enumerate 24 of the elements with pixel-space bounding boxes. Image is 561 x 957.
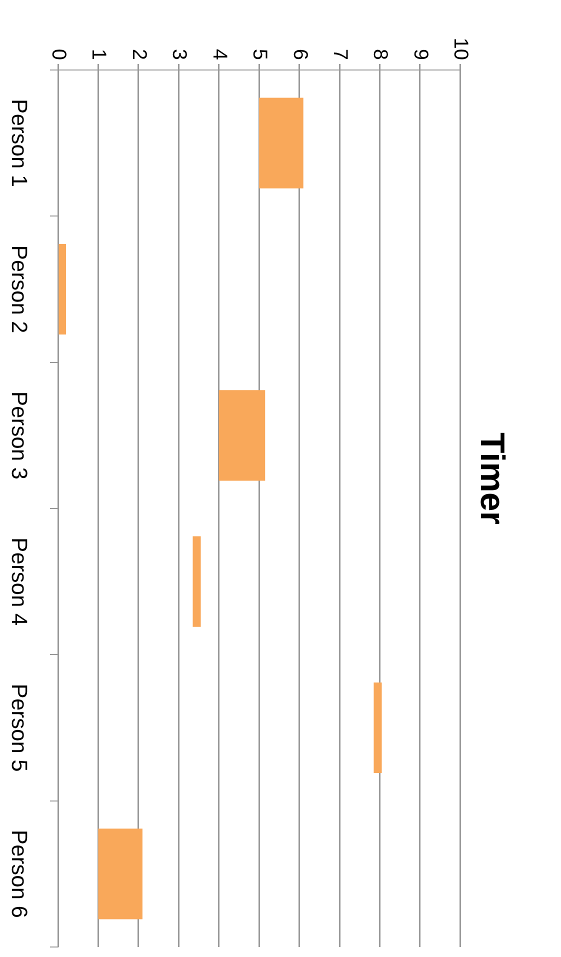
y-tick-label: Person 2 — [6, 245, 32, 334]
x-tick-label: 6 — [288, 48, 311, 60]
x-tick-label: 4 — [208, 48, 230, 60]
bar — [192, 536, 201, 627]
bar — [98, 828, 142, 920]
x-tick-label: 9 — [409, 48, 432, 60]
x-tick-label: 8 — [369, 48, 392, 60]
x-tick-label: 5 — [248, 48, 271, 60]
x-tick-label: 10 — [450, 38, 472, 60]
x-tick-label: 1 — [88, 48, 110, 60]
x-tick-label: 3 — [168, 48, 190, 60]
text: Timer — [473, 432, 512, 524]
y-tick-label: Person 4 — [6, 538, 32, 626]
bar — [374, 682, 382, 774]
bar — [259, 98, 304, 188]
y-tick-label: Person 3 — [6, 391, 32, 480]
y-tick-label: Person 1 — [6, 99, 32, 188]
bar — [218, 390, 266, 481]
x-tick-label: 7 — [329, 48, 352, 60]
x-tick-label: 2 — [128, 48, 150, 60]
y-tick-label: Person 6 — [6, 830, 32, 918]
bar — [58, 244, 66, 335]
x-tick-label: 0 — [47, 48, 70, 60]
y-tick-label: Person 5 — [6, 684, 32, 772]
